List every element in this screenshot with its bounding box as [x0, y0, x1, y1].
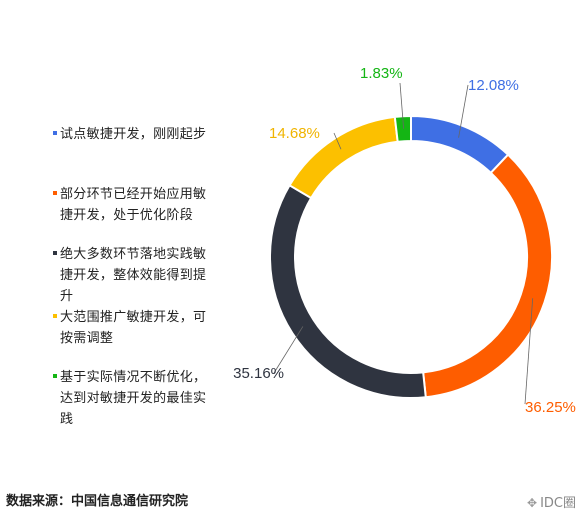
donut-slice-3 — [269, 183, 427, 399]
legend-text: 试点敏捷开发，刚刚起步 — [60, 127, 207, 142]
legend-marker-3 — [53, 251, 57, 255]
source-note: 数据来源：中国信息通信研究院 — [6, 494, 189, 509]
legend-text: 捷开发，处于优化阶段 — [60, 208, 194, 223]
watermark: ✥ IDC圈 — [527, 492, 576, 511]
legend-text: 捷开发，整体效能得到提 — [60, 268, 207, 283]
legend-marker-5 — [53, 374, 57, 378]
value-label-1: 12.08% — [468, 77, 519, 94]
legend-text: 大范围推广敏捷开发，可 — [60, 310, 207, 325]
leader-line-4 — [333, 132, 342, 150]
leader-lines — [273, 82, 534, 405]
legend-item-2: 部分环节已经开始应用敏 捷开发，处于优化阶段 — [53, 184, 245, 226]
legend-marker-4 — [53, 314, 57, 318]
wechat-icon: ✥ — [527, 496, 538, 510]
legend-text: 达到对敏捷开发的最佳实 — [60, 391, 207, 406]
legend-text: 按需调整 — [60, 331, 114, 346]
value-label-5: 1.83% — [360, 65, 403, 82]
value-label-2: 36.25% — [525, 399, 576, 416]
leader-line-1 — [458, 84, 469, 138]
leader-line-2 — [524, 298, 534, 405]
value-label-4: 14.68% — [269, 125, 320, 142]
donut-slice-1 — [410, 114, 510, 175]
legend-text: 绝大多数环节落地实践敏 — [60, 247, 207, 262]
legend-text: 基于实际情况不断优化， — [60, 370, 207, 385]
legend-marker-2 — [53, 191, 57, 195]
legend-item-5: 基于实际情况不断优化， 达到对敏捷开发的最佳实践 — [53, 367, 245, 430]
legend-marker-1 — [53, 131, 57, 135]
legend-text: 部分环节已经开始应用敏 — [60, 187, 207, 202]
legend-item-3: 绝大多数环节落地实践敏 捷开发，整体效能得到提升 — [53, 244, 245, 307]
legend-text: 践 — [60, 412, 74, 427]
legend-item-4: 大范围推广敏捷开发，可 按需调整 — [53, 307, 245, 349]
value-label-3: 35.16% — [233, 365, 284, 382]
value-labels: 12.08% 36.25% 35.16% 14.68% 1.83% — [233, 65, 576, 416]
leader-line-3 — [273, 326, 304, 374]
donut-slices — [269, 114, 553, 399]
donut-slice-5 — [393, 114, 412, 143]
legend-text: 升 — [60, 289, 74, 304]
donut-slice-2 — [422, 153, 553, 399]
watermark-text: IDC圈 — [540, 496, 576, 511]
leader-line-5 — [399, 82, 405, 129]
legend-item-1: 试点敏捷开发，刚刚起步 — [53, 124, 245, 145]
